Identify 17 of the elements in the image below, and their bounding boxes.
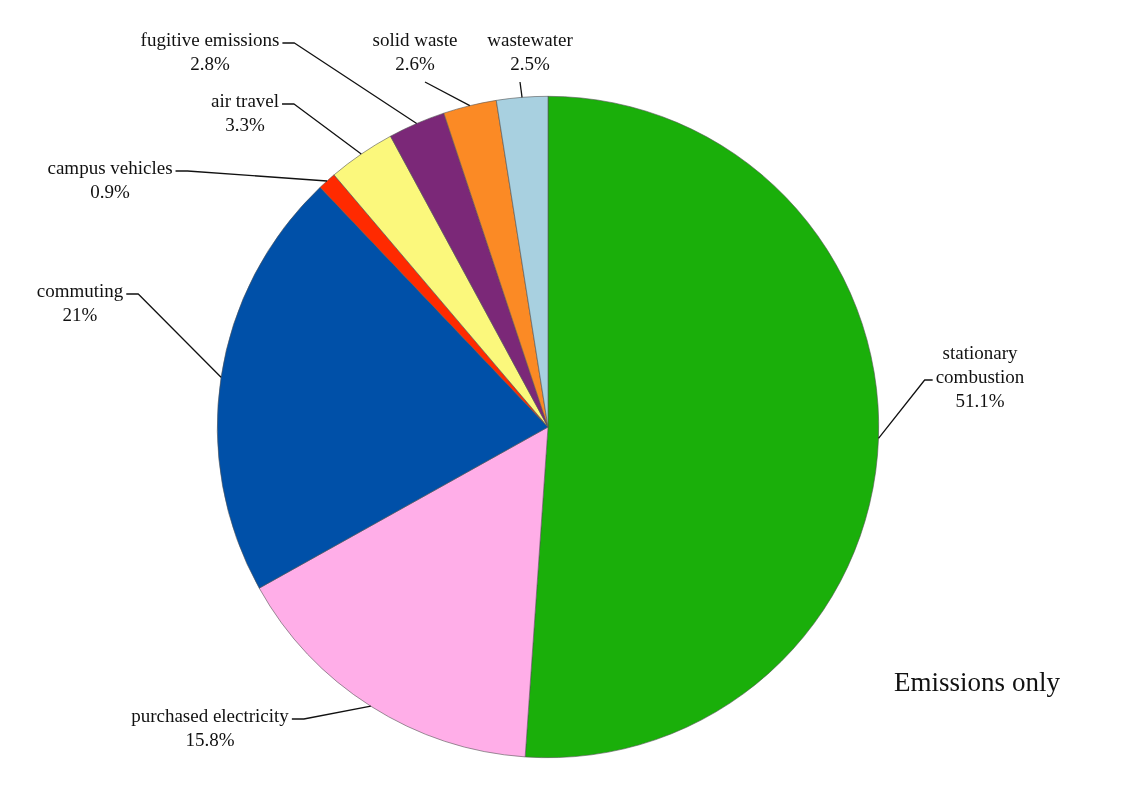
text: Emissions only <box>894 666 1061 697</box>
data-label: 21% <box>62 304 98 326</box>
data-label: 51.1% <box>955 390 1005 412</box>
slice-label: wastewater <box>487 29 574 51</box>
slice-label: campus vehicles <box>47 157 173 179</box>
slice-label: stationary combustion <box>935 342 1025 388</box>
data-label: 2.5% <box>510 53 550 75</box>
data-label: 0.9% <box>90 181 130 203</box>
slice-label: purchased electricity <box>131 705 290 727</box>
data-label: 3.3% <box>225 114 265 136</box>
slice-label: air travel <box>210 90 280 112</box>
slice-label: commuting <box>36 280 124 302</box>
slice-label: solid waste <box>372 29 458 51</box>
slice-label: fugitive emissions <box>140 29 280 51</box>
data-label: 2.6% <box>395 53 435 75</box>
data-label: 15.8% <box>185 729 235 751</box>
data-label: 2.8% <box>190 53 230 75</box>
